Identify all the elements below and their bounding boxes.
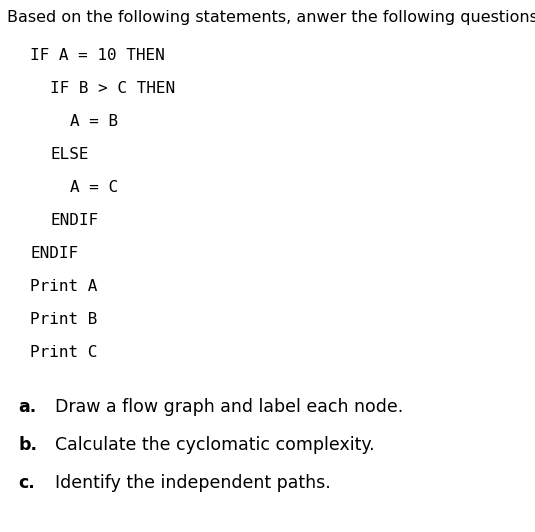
Text: Print C: Print C — [30, 345, 97, 360]
Text: ENDIF: ENDIF — [50, 213, 98, 228]
Text: Draw a flow graph and label each node.: Draw a flow graph and label each node. — [55, 398, 403, 416]
Text: ENDIF: ENDIF — [30, 246, 78, 261]
Text: Print B: Print B — [30, 312, 97, 327]
Text: Calculate the cyclomatic complexity.: Calculate the cyclomatic complexity. — [55, 436, 374, 454]
Text: ELSE: ELSE — [50, 147, 88, 162]
Text: Print A: Print A — [30, 279, 97, 294]
Text: Identify the independent paths.: Identify the independent paths. — [55, 474, 331, 492]
Text: IF A = 10 THEN: IF A = 10 THEN — [30, 48, 165, 63]
Text: A = C: A = C — [70, 180, 118, 195]
Text: IF B > C THEN: IF B > C THEN — [50, 81, 175, 96]
Text: Based on the following statements, anwer the following questions:: Based on the following statements, anwer… — [7, 10, 535, 25]
Text: c.: c. — [18, 474, 35, 492]
Text: a.: a. — [18, 398, 36, 416]
Text: b.: b. — [18, 436, 37, 454]
Text: A = B: A = B — [70, 114, 118, 129]
